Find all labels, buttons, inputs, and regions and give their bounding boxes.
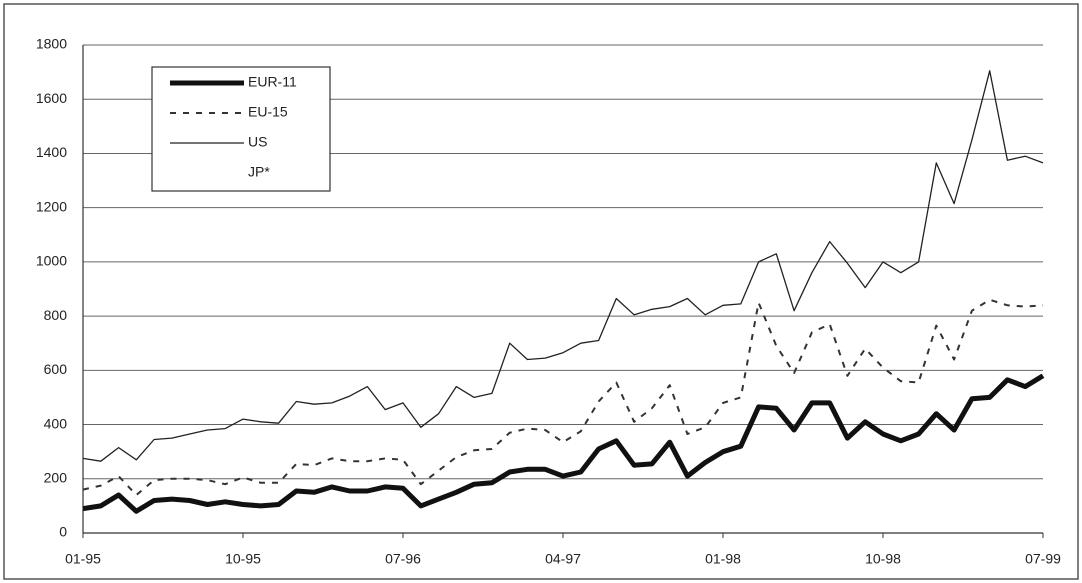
- y-tick-label: 1200: [36, 198, 67, 214]
- legend-label: US: [248, 134, 267, 150]
- legend-box: [151, 66, 331, 192]
- x-tick-label: 07-99: [1025, 551, 1061, 567]
- x-tick-label: 01-95: [65, 551, 101, 567]
- series-line: [82, 373, 1045, 514]
- legend-label: JP*: [248, 164, 270, 180]
- x-tick-label: 01-98: [705, 551, 741, 567]
- y-tick-label: 400: [44, 415, 68, 431]
- x-tick-label: 10-95: [225, 551, 261, 567]
- y-tick-label: 1400: [36, 144, 67, 160]
- y-tick-label: 1000: [36, 253, 67, 269]
- y-tick-label: 0: [59, 524, 67, 540]
- y-tick-label: 800: [44, 307, 68, 323]
- series-line: [82, 70, 1044, 462]
- x-tick-label: 07-96: [385, 551, 421, 567]
- legend-label: EUR-11: [248, 74, 297, 90]
- y-tick-label: 600: [44, 361, 68, 377]
- y-tick-label: 1600: [36, 90, 67, 106]
- legend-label: EU-15: [248, 104, 288, 120]
- y-tick-label: 200: [44, 469, 68, 485]
- x-tick-label: 10-98: [865, 551, 901, 567]
- x-tick-label: 04-97: [545, 551, 581, 567]
- y-tick-label: 1800: [36, 36, 67, 52]
